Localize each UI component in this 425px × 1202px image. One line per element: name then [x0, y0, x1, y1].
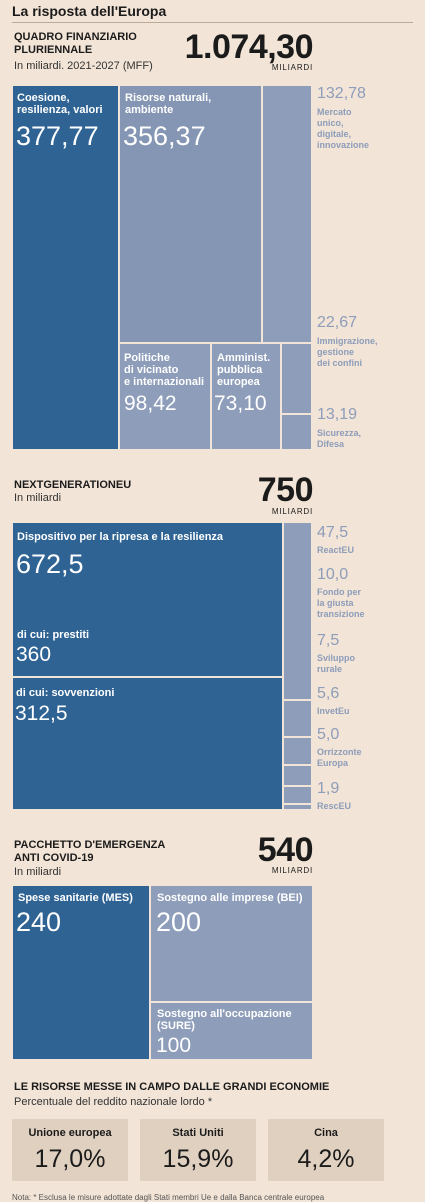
- mff-cell-politiche: Politiche di vicinato e internazionali 9…: [119, 343, 211, 450]
- mff-cell-value: 73,10: [214, 392, 267, 415]
- covid-total-unit: MILIARDI: [271, 866, 313, 875]
- mff-cell-immigrazione: [281, 343, 312, 414]
- covid-cell-value: 100: [156, 1034, 192, 1057]
- gdp-card-label: Stati Uniti: [172, 1127, 224, 1139]
- ngeu-breakdown-label: di cui: sovvenzioni: [16, 687, 115, 699]
- gdp-subtitle: Percentuale del reddito nazionale lordo …: [14, 1096, 213, 1108]
- ngeu-cell-resceu: [283, 804, 312, 810]
- ngeu-side-value: 10,0: [317, 566, 349, 583]
- mff-side-label: Mercato unico, digitale, innovazione: [317, 107, 370, 150]
- mff-cell-value: 377,77: [16, 121, 99, 151]
- gdp-card-value: 15,9%: [162, 1145, 234, 1173]
- ngeu-side-label: RescEU: [317, 801, 352, 811]
- mff-cell-label: Risorse naturali, ambiente: [125, 92, 212, 116]
- covid-subtitle: In miliardi: [14, 866, 62, 878]
- mff-cell-amministrazione: Amminist. pubblica europea 73,10: [211, 343, 281, 450]
- mff-cell-label: Coesione, resilienza, valori: [17, 92, 103, 116]
- ngeu-side-value: 47,5: [317, 524, 349, 541]
- ngeu-title: NEXTGENERATIONEU: [14, 479, 132, 491]
- covid-title: PACCHETTO D'EMERGENZA ANTI COVID-19: [14, 839, 166, 864]
- mff-cell-risorse: Risorse naturali, ambiente 356,37: [119, 85, 262, 343]
- mff-title: QUADRO FINANZIARIO PLURIENNALE: [14, 31, 137, 56]
- mff-cell-sicurezza: [281, 414, 312, 450]
- covid-cell-value: 200: [156, 907, 202, 937]
- mff-side-label: Sicurezza, Difesa: [317, 428, 362, 449]
- gdp-card-value: 17,0%: [34, 1145, 106, 1173]
- ngeu-cell-investeu: [283, 765, 312, 786]
- mff-side-value: 132,78: [317, 85, 366, 102]
- ngeu-side-value: 7,5: [317, 632, 340, 649]
- ngeu-side-value: 1,9: [317, 780, 340, 797]
- mff-cell-value: 98,42: [124, 392, 177, 415]
- ngeu-breakdown-value: 312,5: [15, 702, 68, 725]
- mff-side-label: Immigrazione, gestione dei confini: [317, 336, 378, 368]
- ngeu-side-label: InvetEu: [317, 706, 350, 716]
- gdp-card-label: Unione europea: [28, 1127, 112, 1139]
- mff-cell-coesione: Coesione, resilienza, valori 377,77: [12, 85, 119, 450]
- covid-cell-bei: Sostegno alle imprese (BEI) 200: [150, 885, 313, 1002]
- ngeu-total-unit: MILIARDI: [271, 507, 313, 516]
- mff-subtitle: In miliardi. 2021-2027 (MFF): [14, 60, 153, 72]
- ngeu-side-value: 5,6: [317, 685, 340, 702]
- ngeu-side-label: Orrizzonte Europa: [317, 747, 362, 768]
- gdp-card-china: Cina 4,2%: [268, 1119, 384, 1181]
- ngeu-cell-value: 672,5: [16, 549, 84, 579]
- covid-cell-value: 240: [16, 907, 62, 937]
- gdp-title: LE RISORSE MESSE IN CAMPO DALLE GRANDI E…: [14, 1081, 330, 1093]
- page-title: La risposta dell'Europa: [12, 3, 167, 19]
- covid-cell-label: Sostegno all'occupazione (SURE): [157, 1008, 292, 1032]
- covid-cell-label: Spese sanitarie (MES): [18, 892, 133, 904]
- ngeu-side-label: Fondo per la giusta transizione: [317, 587, 365, 619]
- gdp-card-eu: Unione europea 17,0%: [12, 1119, 128, 1181]
- ngeu-side-value: 5,0: [317, 726, 340, 743]
- gdp-card-value: 4,2%: [297, 1145, 355, 1173]
- mff-total: 1.074,30: [184, 28, 314, 66]
- ngeu-breakdown-value: 360: [16, 643, 52, 666]
- ngeu-breakdown-divider: [12, 676, 283, 678]
- covid-cell-sure: Sostegno all'occupazione (SURE) 100: [150, 1002, 313, 1060]
- ngeu-total: 750: [257, 471, 314, 509]
- covid-cell-mes: Spese sanitarie (MES) 240: [12, 885, 150, 1060]
- ngeu-cell-orizzonte: [283, 786, 312, 804]
- mff-side-value: 13,19: [317, 406, 358, 423]
- ngeu-cell-rrf: Dispositivo per la ripresa e la resilien…: [12, 522, 283, 810]
- gdp-card-label: Cina: [314, 1127, 338, 1139]
- ngeu-cell-label: Dispositivo per la ripresa e la resilien…: [17, 531, 224, 543]
- ngeu-cell-sviluppo: [283, 737, 312, 765]
- title-divider: [12, 22, 413, 23]
- ngeu-breakdown-label: di cui: prestiti: [17, 629, 90, 641]
- gdp-card-us: Stati Uniti 15,9%: [140, 1119, 256, 1181]
- ngeu-subtitle: In miliardi: [14, 492, 62, 504]
- ngeu-cell-fondo: [283, 700, 312, 737]
- covid-cell-label: Sostegno alle imprese (BEI): [157, 892, 303, 904]
- mff-cell-label: Amminist. pubblica europea: [217, 352, 271, 388]
- mff-cell-mercato: [262, 85, 312, 343]
- ngeu-cell-reacteu: [283, 522, 312, 700]
- ngeu-side-label: ReactEU: [317, 545, 355, 555]
- mff-side-value: 22,67: [317, 314, 358, 331]
- footnote: Nota: * Esclusa le misure adottate dagli…: [12, 1193, 325, 1202]
- ngeu-side-label: Sviluppo rurale: [317, 653, 355, 674]
- mff-cell-value: 356,37: [123, 121, 206, 151]
- covid-total: 540: [257, 831, 314, 869]
- mff-cell-label: Politiche di vicinato e internazionali: [124, 352, 205, 388]
- mff-total-unit: MILIARDI: [271, 63, 313, 72]
